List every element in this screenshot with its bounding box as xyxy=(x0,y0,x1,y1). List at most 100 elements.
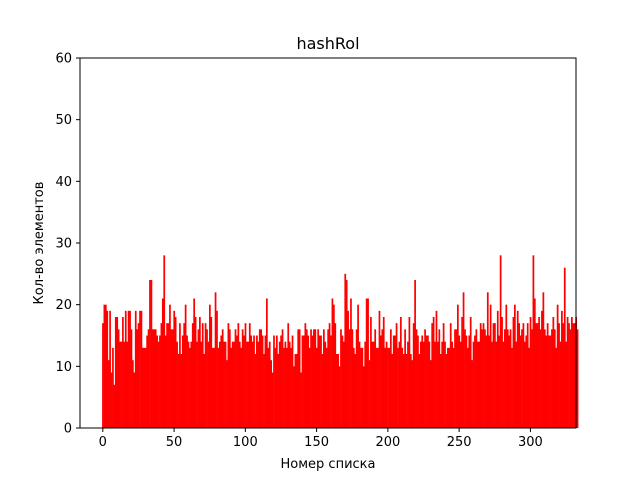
bar xyxy=(419,341,422,428)
bar xyxy=(331,298,334,428)
bar xyxy=(431,323,434,428)
bar xyxy=(352,347,355,428)
y-tick-label: 50 xyxy=(55,113,72,128)
bar xyxy=(421,335,424,428)
bar xyxy=(462,292,465,428)
bar xyxy=(394,335,397,428)
bar xyxy=(244,323,247,428)
bar xyxy=(429,360,432,428)
bar xyxy=(310,329,312,428)
bar xyxy=(171,329,174,428)
bar xyxy=(214,292,217,428)
bar xyxy=(492,323,495,428)
bar xyxy=(287,323,290,428)
bar xyxy=(377,347,379,428)
bar xyxy=(258,329,261,428)
bar xyxy=(278,341,281,428)
bar xyxy=(367,298,369,428)
bar xyxy=(374,329,377,428)
bar xyxy=(268,341,271,428)
bar xyxy=(113,384,116,428)
bar xyxy=(538,317,540,428)
bar xyxy=(325,347,328,428)
bar xyxy=(448,347,451,428)
bar xyxy=(412,323,415,428)
bar xyxy=(337,354,339,428)
bar xyxy=(465,335,468,428)
bar xyxy=(370,317,372,428)
bar xyxy=(424,329,426,428)
bar xyxy=(233,341,235,428)
bar xyxy=(207,341,210,428)
bar xyxy=(428,341,431,428)
bar xyxy=(344,273,347,428)
bar xyxy=(217,347,220,428)
bar xyxy=(342,341,345,428)
bar xyxy=(427,335,429,428)
bar xyxy=(323,329,325,428)
bar xyxy=(197,329,200,428)
bar xyxy=(167,323,170,428)
bar xyxy=(191,323,194,428)
bar xyxy=(398,341,401,428)
bar xyxy=(184,304,187,428)
bar xyxy=(576,329,579,428)
bar xyxy=(536,323,539,428)
bar xyxy=(315,347,318,428)
bar xyxy=(390,329,392,428)
bar xyxy=(559,341,562,428)
bar xyxy=(561,310,563,428)
bar xyxy=(380,335,382,428)
bar xyxy=(134,310,137,428)
bar xyxy=(347,310,349,428)
bar xyxy=(502,341,505,428)
bar xyxy=(194,317,197,428)
bar xyxy=(250,335,253,428)
bar xyxy=(206,329,208,428)
bar xyxy=(385,341,388,428)
x-tick-label: 150 xyxy=(304,435,329,450)
bar xyxy=(514,304,516,428)
bar xyxy=(133,372,136,428)
bar xyxy=(240,347,243,428)
bar xyxy=(414,280,416,428)
bar xyxy=(110,372,113,428)
x-axis-ticks: 0 50 100 150 200 250 300 xyxy=(99,428,543,450)
bar xyxy=(313,329,315,428)
bar xyxy=(504,329,506,428)
bar xyxy=(243,335,245,428)
bar xyxy=(357,304,359,428)
bar xyxy=(348,329,351,428)
bar xyxy=(556,304,559,428)
bar xyxy=(227,323,230,428)
bar xyxy=(362,366,365,428)
bar xyxy=(320,335,322,428)
bar xyxy=(488,335,491,428)
bar xyxy=(116,317,119,428)
bar xyxy=(193,298,196,428)
bar xyxy=(381,329,384,428)
bar xyxy=(417,335,419,428)
bar xyxy=(525,335,528,428)
bar xyxy=(539,329,542,428)
bar xyxy=(452,347,455,428)
bar xyxy=(455,329,458,428)
bar xyxy=(354,354,357,428)
bar xyxy=(361,347,364,428)
bar xyxy=(251,341,254,428)
y-tick-label: 10 xyxy=(55,360,72,375)
bar xyxy=(203,354,206,428)
bar xyxy=(180,354,183,428)
bar xyxy=(220,335,223,428)
y-tick-label: 40 xyxy=(55,175,72,190)
bar xyxy=(231,341,234,428)
bar xyxy=(218,341,221,428)
bar xyxy=(408,317,411,428)
bar xyxy=(382,317,385,428)
bar xyxy=(501,317,503,428)
bar xyxy=(464,329,466,428)
bar xyxy=(151,329,154,428)
bar xyxy=(257,341,260,428)
bar xyxy=(114,317,117,428)
bar xyxy=(288,341,291,428)
